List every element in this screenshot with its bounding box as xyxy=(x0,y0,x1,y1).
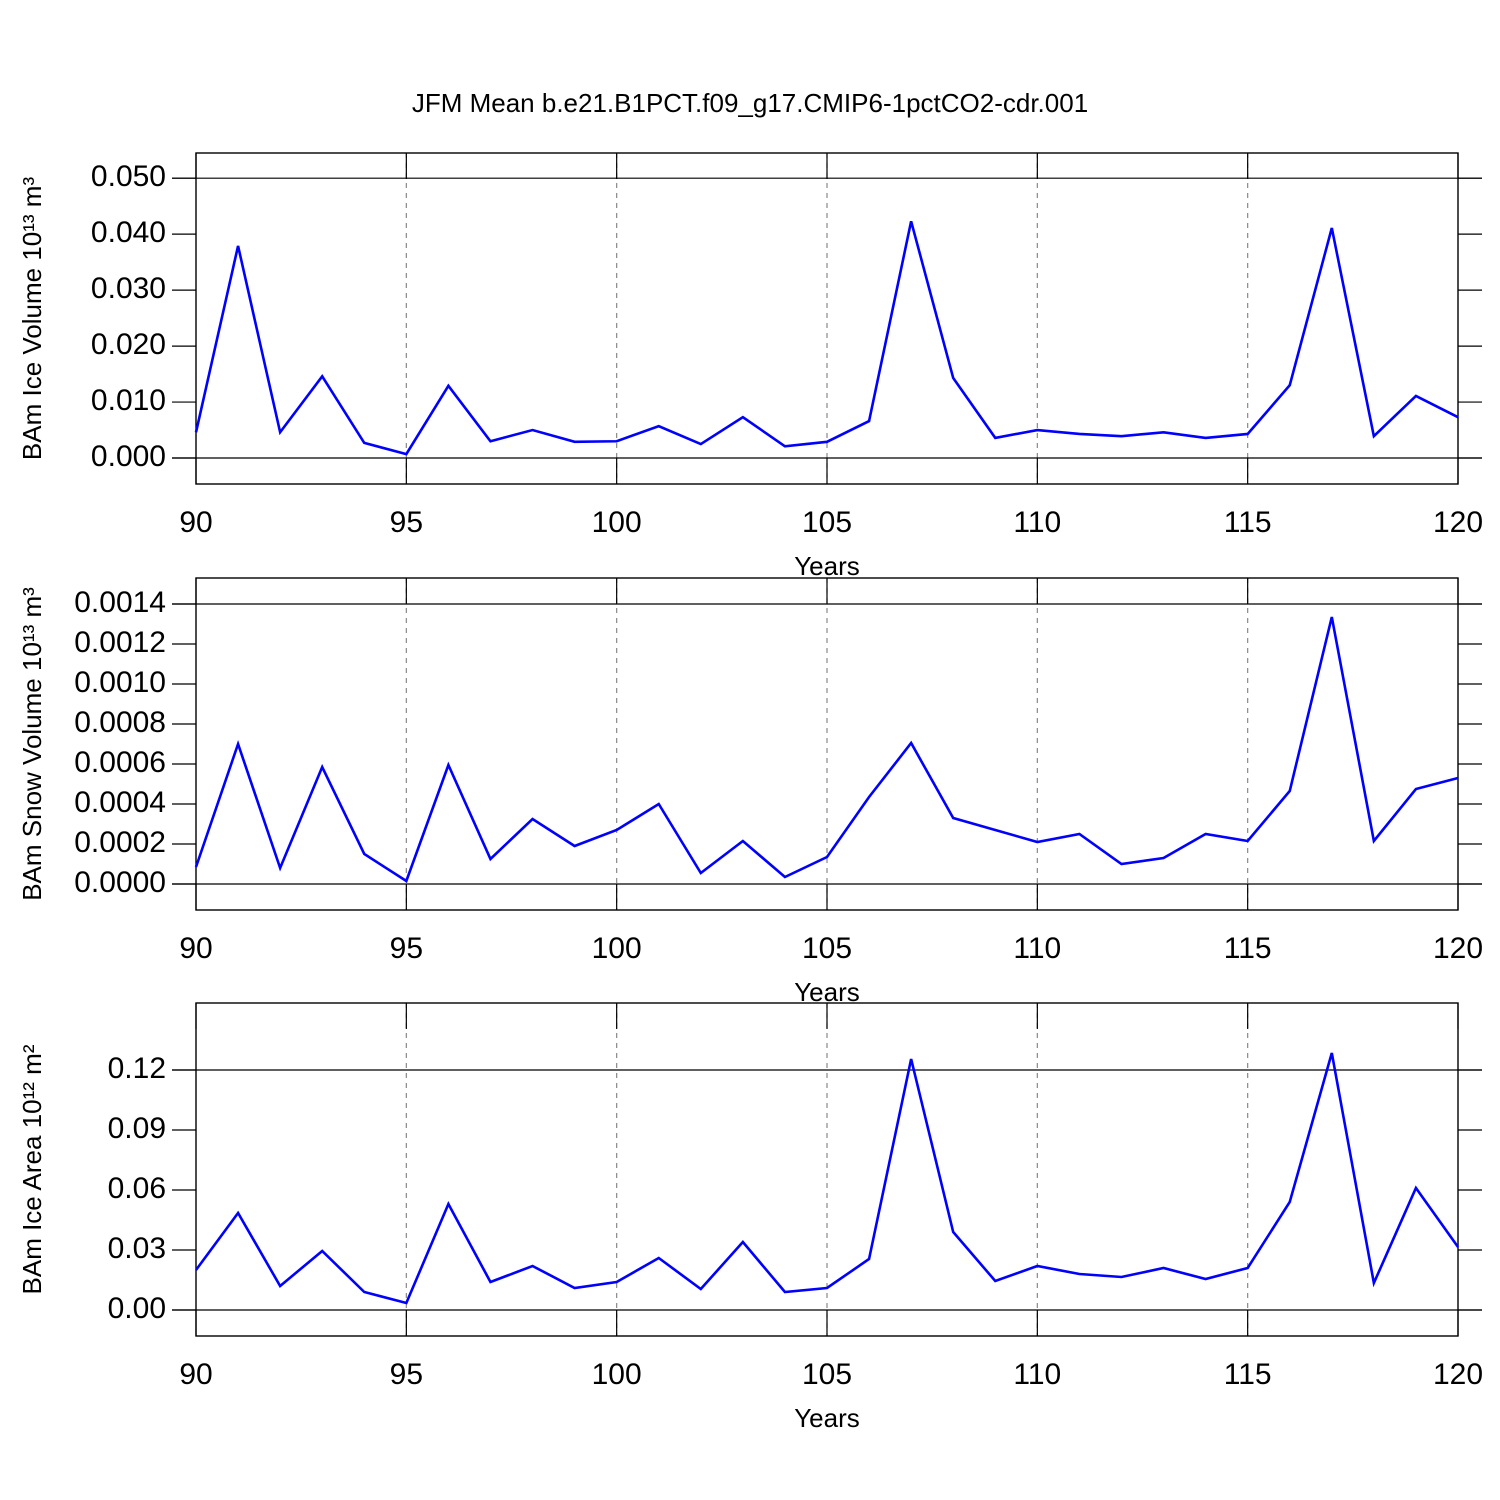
y-tick-label: 0.0006 xyxy=(74,746,166,779)
data-line xyxy=(194,616,1459,883)
y-tick-label: 0.06 xyxy=(108,1172,166,1205)
x-tick-label: 110 xyxy=(1013,932,1061,965)
x-tick-label: 120 xyxy=(1433,932,1483,965)
y-tick-label: 0.010 xyxy=(91,384,166,417)
x-tick-label: 90 xyxy=(179,1358,212,1391)
x-tick-label: 115 xyxy=(1224,932,1272,965)
y-tick-label: 0.03 xyxy=(108,1232,166,1265)
x-tick-label: 90 xyxy=(179,506,212,539)
plot-frame xyxy=(195,1002,1459,1337)
y-tick-label: 0.12 xyxy=(108,1052,166,1085)
y-tick-label: 0.0008 xyxy=(74,706,166,739)
x-tick-label: 95 xyxy=(390,1358,423,1391)
y-tick-label: 0.09 xyxy=(108,1112,166,1145)
y-tick-label: 0.000 xyxy=(91,440,166,473)
data-line xyxy=(194,1052,1460,1305)
y-tick-label: 0.0002 xyxy=(74,826,166,859)
y-tick-label: 0.0010 xyxy=(74,666,166,699)
x-tick-label: 115 xyxy=(1224,1358,1272,1391)
x-axis-label: Years xyxy=(794,977,860,1007)
x-axis-label: Years xyxy=(794,551,860,581)
x-tick-label: 105 xyxy=(802,1358,852,1391)
x-tick-label: 95 xyxy=(390,932,423,965)
x-tick-label: 110 xyxy=(1013,506,1061,539)
x-tick-label: 115 xyxy=(1224,506,1272,539)
y-tick-label: 0.040 xyxy=(91,216,166,249)
chart-title: JFM Mean b.e21.B1PCT.f09_g17.CMIP6-1pctC… xyxy=(412,88,1088,118)
x-tick-label: 110 xyxy=(1013,1358,1061,1391)
x-tick-label: 105 xyxy=(802,932,852,965)
y-tick-label: 0.050 xyxy=(91,160,166,193)
y-tick-label: 0.030 xyxy=(91,272,166,305)
plot-frame xyxy=(195,577,1459,911)
y-tick-label: 0.0000 xyxy=(74,866,166,899)
y-axis-label: BAm Ice Volume 10¹³ m³ xyxy=(17,177,47,461)
x-tick-label: 120 xyxy=(1433,506,1483,539)
y-tick-label: 0.0014 xyxy=(74,586,166,619)
y-tick-label: 0.020 xyxy=(91,328,166,361)
x-tick-label: 100 xyxy=(592,1358,642,1391)
x-axis-label: Years xyxy=(794,1403,860,1433)
x-tick-label: 95 xyxy=(390,506,423,539)
x-tick-label: 90 xyxy=(179,932,212,965)
x-tick-label: 105 xyxy=(802,506,852,539)
x-tick-label: 100 xyxy=(592,932,642,965)
data-line xyxy=(194,220,1459,456)
x-tick-label: 100 xyxy=(592,506,642,539)
y-tick-label: 0.0004 xyxy=(74,786,166,819)
y-tick-label: 0.0012 xyxy=(74,626,166,659)
y-axis-label: BAm Ice Area 10¹² m² xyxy=(17,1044,47,1294)
y-axis-label: BAm Snow Volume 10¹³ m³ xyxy=(17,587,47,901)
y-tick-label: 0.00 xyxy=(108,1292,166,1325)
plot-frame xyxy=(195,152,1459,485)
x-tick-label: 120 xyxy=(1433,1358,1483,1391)
